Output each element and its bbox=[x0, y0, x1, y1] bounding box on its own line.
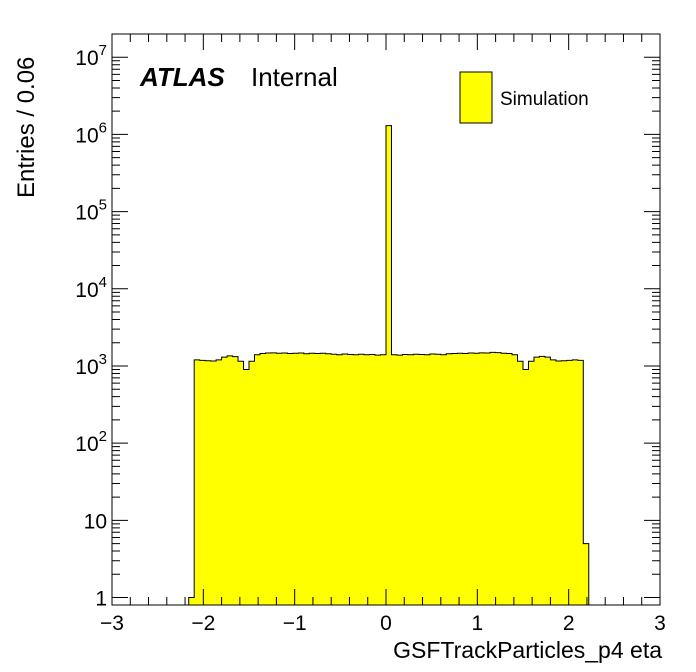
y-tick-label: 104 bbox=[75, 274, 107, 302]
histogram-bar bbox=[227, 355, 233, 605]
histogram-bar bbox=[325, 353, 332, 605]
histogram-bar bbox=[347, 354, 354, 605]
histogram-bar bbox=[555, 360, 562, 605]
atlas-label: ATLAS bbox=[139, 62, 225, 92]
tick-labels-layer: −3 −2 −1 0 1 2 3 1 10 102 103 104 105 106 107 bbox=[75, 42, 666, 635]
histogram-bar bbox=[287, 353, 294, 605]
histogram-bar bbox=[210, 360, 217, 605]
histogram-bar bbox=[440, 354, 447, 605]
histogram-bar bbox=[243, 369, 250, 605]
histogram-bar bbox=[342, 353, 349, 605]
histogram-bar bbox=[446, 353, 453, 605]
y-tick-label: 1 bbox=[95, 588, 107, 611]
histogram-bar bbox=[249, 361, 255, 605]
y-tick-label: 107 bbox=[75, 42, 107, 70]
histogram-bar bbox=[435, 354, 442, 605]
histogram-bar bbox=[303, 353, 310, 605]
histogram-bar bbox=[188, 597, 195, 605]
y-tick-label: 106 bbox=[75, 119, 107, 147]
histogram-bar bbox=[221, 357, 228, 605]
histogram-layer bbox=[188, 125, 590, 606]
histogram-bar bbox=[451, 353, 458, 605]
histogram-bar bbox=[468, 353, 475, 605]
histogram-bar bbox=[270, 352, 277, 605]
x-tick-label: 3 bbox=[654, 612, 666, 635]
histogram-bar bbox=[539, 356, 546, 605]
histogram-bar bbox=[583, 543, 590, 605]
histogram-bar bbox=[391, 354, 398, 605]
histogram-bar bbox=[523, 369, 529, 605]
x-tick-label: −1 bbox=[283, 612, 307, 635]
histogram-bar bbox=[205, 360, 212, 605]
histogram-bar bbox=[281, 353, 288, 605]
histogram-bar bbox=[457, 353, 464, 605]
histogram-bar bbox=[572, 359, 579, 605]
y-tick-label: 102 bbox=[75, 428, 107, 456]
histogram-bar bbox=[364, 354, 370, 605]
histogram-bar bbox=[309, 353, 316, 605]
histogram-bar bbox=[495, 352, 502, 605]
x-tick-label: 2 bbox=[563, 612, 575, 635]
y-axis-label: Entries / 0.06 bbox=[13, 57, 40, 198]
x-tick-label: 0 bbox=[380, 612, 392, 635]
histogram-bar bbox=[320, 353, 327, 605]
histogram-bar bbox=[462, 353, 469, 605]
histogram-bar bbox=[490, 352, 496, 605]
y-tick-label: 103 bbox=[75, 351, 107, 379]
histogram-bar bbox=[298, 353, 305, 605]
histogram-bar bbox=[375, 355, 381, 605]
histogram-bar bbox=[259, 353, 266, 605]
histogram-bar bbox=[418, 354, 425, 605]
legend-entry-simulation: Simulation bbox=[500, 89, 589, 110]
histogram-bar bbox=[380, 354, 387, 605]
histogram-bar bbox=[232, 356, 239, 605]
histogram-bar bbox=[216, 359, 222, 605]
plot-frame bbox=[111, 33, 661, 606]
histogram-bar bbox=[577, 360, 584, 605]
histogram-bar bbox=[528, 361, 535, 605]
histogram-bar bbox=[254, 354, 261, 605]
histogram-bar bbox=[336, 354, 343, 605]
histogram-bar bbox=[550, 359, 557, 605]
histogram-bar bbox=[265, 353, 272, 605]
histogram-bar bbox=[386, 125, 392, 606]
y-tick-label: 105 bbox=[75, 197, 107, 225]
histogram-bar bbox=[566, 360, 573, 605]
histogram-bar bbox=[413, 354, 420, 605]
histogram-bar bbox=[314, 353, 321, 605]
histogram-bar bbox=[512, 354, 518, 605]
histogram-bar bbox=[358, 354, 365, 605]
histogram-bar bbox=[473, 353, 480, 605]
histogram-bar bbox=[501, 353, 507, 605]
histogram-bar bbox=[238, 361, 244, 605]
x-tick-label: −2 bbox=[191, 612, 215, 635]
histogram-bar bbox=[517, 361, 524, 605]
histogram-bar bbox=[484, 353, 491, 605]
histogram-bar bbox=[479, 352, 486, 605]
histogram-bar bbox=[194, 359, 201, 605]
histogram-bar bbox=[506, 353, 513, 605]
histogram-outline bbox=[188, 125, 590, 605]
x-tick-label: 1 bbox=[471, 612, 483, 635]
histogram-bar bbox=[544, 357, 551, 605]
histogram-bar bbox=[407, 354, 414, 605]
y-tick-label: 10 bbox=[84, 510, 107, 533]
histogram-bar bbox=[429, 353, 436, 605]
histogram-bar bbox=[292, 353, 299, 605]
histogram-bar bbox=[369, 354, 376, 605]
histogram-bar bbox=[533, 357, 540, 605]
internal-label: Internal bbox=[251, 62, 338, 92]
histogram-bar bbox=[353, 354, 359, 605]
histogram-bar bbox=[396, 355, 403, 605]
histogram-bar bbox=[561, 360, 568, 605]
histogram-bar bbox=[276, 353, 283, 605]
histogram-bar bbox=[424, 354, 431, 605]
histogram-bar bbox=[199, 360, 206, 605]
x-axis-label: GSFTrackParticles_p4 eta bbox=[393, 637, 662, 663]
histogram-bar bbox=[331, 354, 338, 605]
x-tick-label: −3 bbox=[100, 612, 124, 635]
histogram-bar bbox=[402, 354, 409, 605]
legend-swatch bbox=[459, 71, 493, 124]
